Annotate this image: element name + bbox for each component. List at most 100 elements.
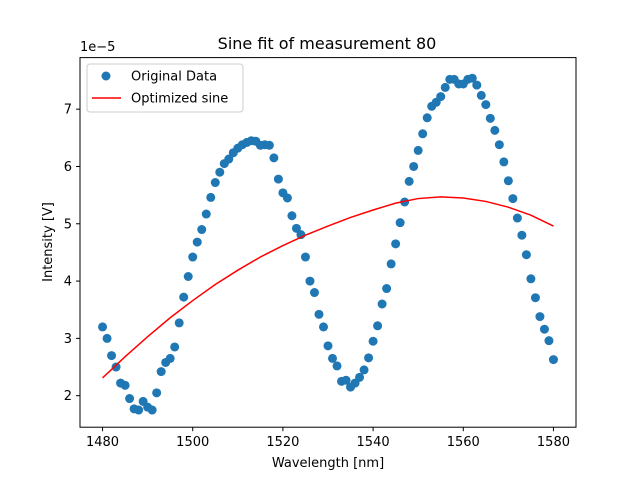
- data-point: [485, 113, 495, 123]
- data-point: [215, 167, 225, 177]
- data-point: [287, 211, 297, 221]
- data-point: [373, 321, 383, 331]
- data-point: [440, 82, 450, 92]
- y-tick-label: 2: [64, 389, 72, 404]
- data-point: [512, 213, 522, 223]
- data-point: [382, 284, 392, 294]
- x-tick-label: 1580: [537, 435, 570, 450]
- data-point: [156, 367, 166, 377]
- data-point: [197, 225, 207, 235]
- x-tick-label: 1520: [266, 435, 299, 450]
- plot-area: [98, 73, 558, 415]
- data-point: [467, 73, 477, 83]
- x-axis-title: Wavelength [nm]: [272, 456, 384, 471]
- data-point: [395, 218, 405, 228]
- data-point: [224, 154, 234, 164]
- data-point: [391, 239, 401, 249]
- data-point: [120, 380, 130, 390]
- data-point: [147, 405, 157, 415]
- x-tick-label: 1480: [86, 435, 119, 450]
- data-point: [368, 336, 378, 346]
- x-tick-label: 1540: [357, 435, 390, 450]
- data-point: [490, 125, 500, 135]
- data-point: [107, 351, 117, 361]
- data-point: [499, 157, 509, 167]
- legend-label-optimized-sine: Optimized sine: [131, 92, 228, 107]
- data-point: [472, 80, 482, 90]
- data-point: [481, 100, 491, 110]
- data-point: [201, 209, 211, 219]
- data-point: [152, 388, 162, 398]
- data-point: [174, 318, 184, 328]
- y-tick-label: 3: [64, 332, 72, 347]
- data-point: [409, 161, 419, 171]
- data-point: [291, 223, 301, 233]
- data-point: [548, 355, 558, 365]
- data-point: [341, 375, 351, 385]
- data-point: [494, 140, 504, 150]
- data-point: [418, 129, 428, 139]
- data-point: [539, 324, 549, 334]
- data-point: [535, 312, 545, 322]
- y-tick-label: 5: [64, 217, 72, 232]
- data-point: [134, 405, 144, 415]
- y-axis: 2 3 4 5 6 7: [64, 103, 80, 404]
- x-tick-label: 1500: [176, 435, 209, 450]
- data-point: [179, 292, 189, 302]
- data-point: [377, 299, 387, 309]
- x-tick-label: 1560: [447, 435, 480, 450]
- data-point: [436, 92, 446, 102]
- data-point: [273, 174, 283, 184]
- data-point: [517, 230, 527, 240]
- x-axis: 1480 1500 1520 1540 1560 1580: [86, 427, 570, 450]
- data-point: [526, 274, 536, 284]
- data-point: [305, 276, 315, 286]
- data-point: [192, 237, 202, 247]
- data-point: [323, 341, 333, 351]
- data-point: [170, 342, 180, 352]
- data-point: [332, 361, 342, 371]
- y-tick-label: 7: [64, 103, 72, 118]
- data-point: [355, 372, 365, 382]
- data-point: [188, 252, 198, 262]
- data-point: [111, 362, 121, 372]
- legend-marker-original-data: [101, 71, 111, 81]
- axes-frame: [79, 57, 577, 428]
- data-point: [183, 271, 193, 281]
- data-point: [544, 336, 554, 346]
- data-point: [282, 193, 292, 203]
- data-point: [359, 365, 369, 375]
- data-point: [328, 353, 338, 363]
- data-point: [165, 353, 175, 363]
- data-point: [206, 192, 216, 202]
- data-point: [309, 288, 319, 298]
- data-point: [503, 176, 513, 186]
- data-point: [422, 113, 432, 123]
- data-point: [318, 322, 328, 332]
- data-point: [364, 353, 374, 363]
- y-tick-label: 6: [64, 160, 72, 175]
- legend: Original Data Optimized sine: [86, 63, 244, 113]
- data-point: [264, 140, 274, 150]
- legend-box: [86, 63, 244, 113]
- data-point: [386, 259, 396, 269]
- chart-title: Sine fit of measurement 80: [218, 34, 437, 53]
- fit-line-optimized-sine: [102, 196, 554, 379]
- data-point: [476, 90, 486, 100]
- y-scale-label: 1e−5: [80, 40, 115, 55]
- data-point: [102, 333, 112, 343]
- data-point: [521, 250, 531, 260]
- data-point: [125, 394, 135, 404]
- data-point: [269, 153, 279, 163]
- data-point: [413, 145, 423, 155]
- data-point: [530, 293, 540, 303]
- y-axis-title: Intensity [V]: [41, 202, 56, 282]
- data-point: [404, 176, 414, 186]
- data-point: [508, 194, 518, 204]
- data-point: [210, 178, 220, 188]
- y-tick-label: 4: [64, 275, 72, 290]
- data-point: [314, 309, 324, 319]
- data-point: [300, 252, 310, 262]
- data-point: [98, 322, 108, 332]
